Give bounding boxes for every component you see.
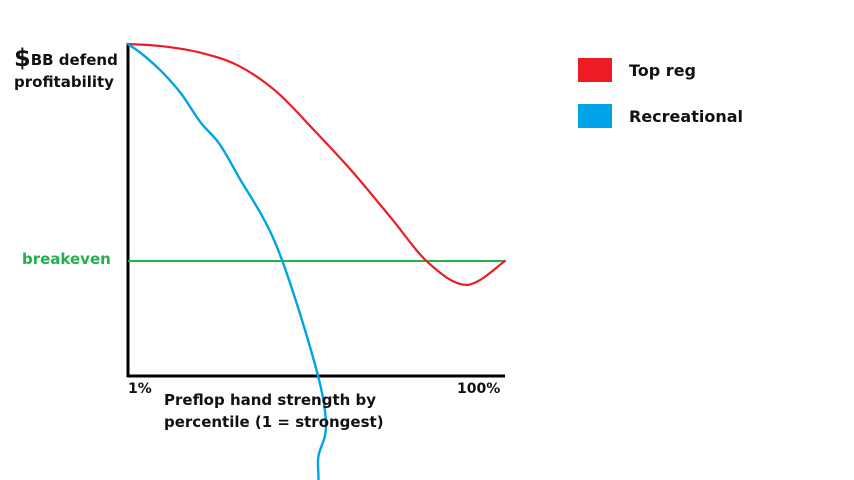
y-axis-label: $BB defend profitability: [14, 44, 118, 93]
series-line-recreational: [126, 42, 328, 480]
legend-label-recreational: Recreational: [629, 106, 743, 126]
series-line-top-reg: [126, 42, 507, 287]
x-axis-label: Preflop hand strength by percentile (1 =…: [164, 391, 384, 431]
breakeven-label: breakeven: [22, 250, 111, 268]
legend-item-recreational: Recreational: [578, 102, 743, 130]
legend-label-top-reg: Top reg: [629, 60, 696, 80]
y-axis-label-symbol: $: [14, 44, 31, 72]
legend-item-top-reg: Top reg: [578, 56, 743, 84]
y-axis-label-line2: profitability: [14, 73, 114, 91]
x-tick-label-1: 1%: [128, 381, 152, 397]
legend-swatch-recreational: [578, 104, 612, 128]
legend: Top reg Recreational: [578, 56, 743, 148]
legend-swatch-top-reg: [578, 58, 612, 82]
y-axis-label-line1: BB defend: [30, 51, 118, 69]
x-tick-label-100: 100%: [457, 381, 501, 397]
